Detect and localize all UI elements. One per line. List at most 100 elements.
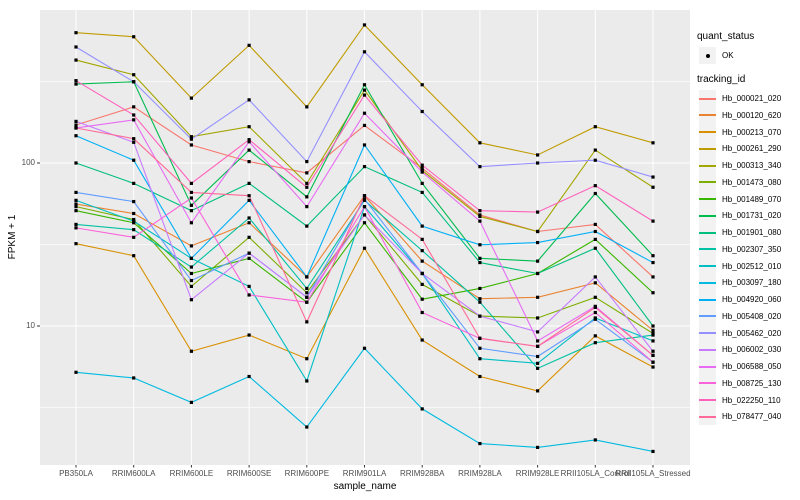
data-point (478, 286, 482, 291)
x-tick-label: RRIM928LE (515, 469, 560, 478)
legend-label-Hb_001473_080: Hb_001473_080 (722, 177, 782, 187)
data-point (593, 305, 597, 310)
data-point (651, 175, 655, 179)
data-point (74, 222, 78, 227)
data-point (247, 194, 251, 198)
legend-line-icon (699, 348, 716, 351)
legend-swatch-Hb_004920_060 (699, 291, 716, 308)
data-point (420, 181, 424, 185)
data-point (362, 23, 367, 27)
data-point (132, 219, 136, 223)
data-point (478, 441, 482, 446)
data-point (420, 297, 424, 301)
data-point (362, 83, 367, 87)
legend-label-Hb_022250_110: Hb_022250_110 (722, 395, 781, 405)
legend-label-Hb_006002_030: Hb_006002_030 (722, 345, 782, 355)
data-point (651, 328, 655, 332)
data-point (132, 105, 136, 109)
data-point (132, 80, 136, 84)
legend-label-Hb_000313_340: Hb_000313_340 (722, 161, 782, 170)
data-point (247, 148, 251, 152)
data-point (593, 281, 597, 285)
data-point (420, 282, 424, 286)
legend-label-Hb_000120_620: Hb_000120_620 (722, 110, 782, 120)
data-point (74, 79, 78, 83)
data-point (651, 449, 655, 454)
data-point (420, 109, 424, 114)
data-point (593, 341, 597, 345)
data-point (74, 123, 78, 127)
data-point (420, 170, 424, 174)
data-point (536, 366, 540, 370)
data-point (189, 143, 193, 147)
data-point (478, 260, 482, 265)
data-point (247, 235, 251, 239)
legend-swatch-Hb_001731_020 (699, 207, 716, 225)
data-point (651, 333, 655, 337)
x-tick-label: PB350LA (59, 469, 93, 478)
data-point (189, 256, 193, 260)
data-point (478, 209, 482, 213)
legend-label-Hb_002512_010: Hb_002512_010 (722, 261, 782, 271)
data-point (132, 211, 136, 216)
data-point (593, 275, 597, 279)
legend-label-Hb_004920_060: Hb_004920_060 (722, 295, 782, 304)
data-point (247, 43, 251, 47)
legend-line-icon (699, 147, 716, 150)
data-point (420, 163, 424, 167)
data-point (74, 209, 78, 213)
data-point (247, 251, 251, 255)
data-point (189, 298, 193, 302)
data-point (247, 293, 251, 297)
data-point (478, 357, 482, 361)
data-point (536, 354, 540, 359)
data-point (593, 222, 597, 227)
data-point (651, 185, 655, 189)
data-point (478, 219, 482, 223)
data-point (189, 137, 193, 141)
data-point (305, 171, 309, 175)
data-point (536, 229, 540, 234)
x-tick-label: RRIM600LA (111, 469, 156, 478)
data-point (420, 83, 424, 87)
data-point (593, 438, 597, 442)
data-point (305, 224, 309, 228)
legend-swatch-Hb_006002_030 (699, 341, 716, 359)
data-point (651, 339, 655, 343)
legend-line-icon (699, 399, 716, 401)
data-point (593, 246, 597, 250)
x-tick-label: RRIM901LA (342, 469, 387, 478)
legend-swatch-Hb_005462_020 (699, 324, 716, 342)
data-point (362, 213, 367, 217)
data-point (536, 330, 540, 334)
legend-label-Hb_000021_020: Hb_000021_020 (722, 94, 782, 103)
data-point (132, 376, 136, 380)
legend-swatch-Hb_022250_110 (699, 391, 716, 409)
data-point (132, 254, 136, 258)
data-point (189, 221, 193, 225)
data-point (478, 165, 482, 169)
data-point (247, 216, 251, 220)
data-point (362, 93, 367, 97)
data-point (536, 259, 540, 263)
data-point (478, 141, 482, 145)
data-point (305, 159, 309, 164)
legend-line-icon (699, 114, 716, 117)
legend-swatch-Hb_000021_020 (699, 90, 716, 107)
x-tick-label: RRIM600SE (226, 469, 272, 478)
data-point (189, 96, 193, 100)
legend-label-Hb_000213_070: Hb_000213_070 (722, 127, 782, 137)
data-point (74, 31, 78, 35)
data-point (536, 271, 540, 276)
legend-line-icon (699, 164, 716, 167)
data-point (132, 140, 136, 144)
data-point (536, 339, 540, 343)
data-point (420, 407, 424, 411)
data-point (651, 291, 655, 295)
data-point (74, 205, 78, 209)
x-tick-label: RRIM928BA (399, 469, 445, 478)
data-point (189, 265, 193, 269)
data-point (189, 190, 193, 195)
legend-swatch-Hb_008725_130 (699, 374, 716, 392)
